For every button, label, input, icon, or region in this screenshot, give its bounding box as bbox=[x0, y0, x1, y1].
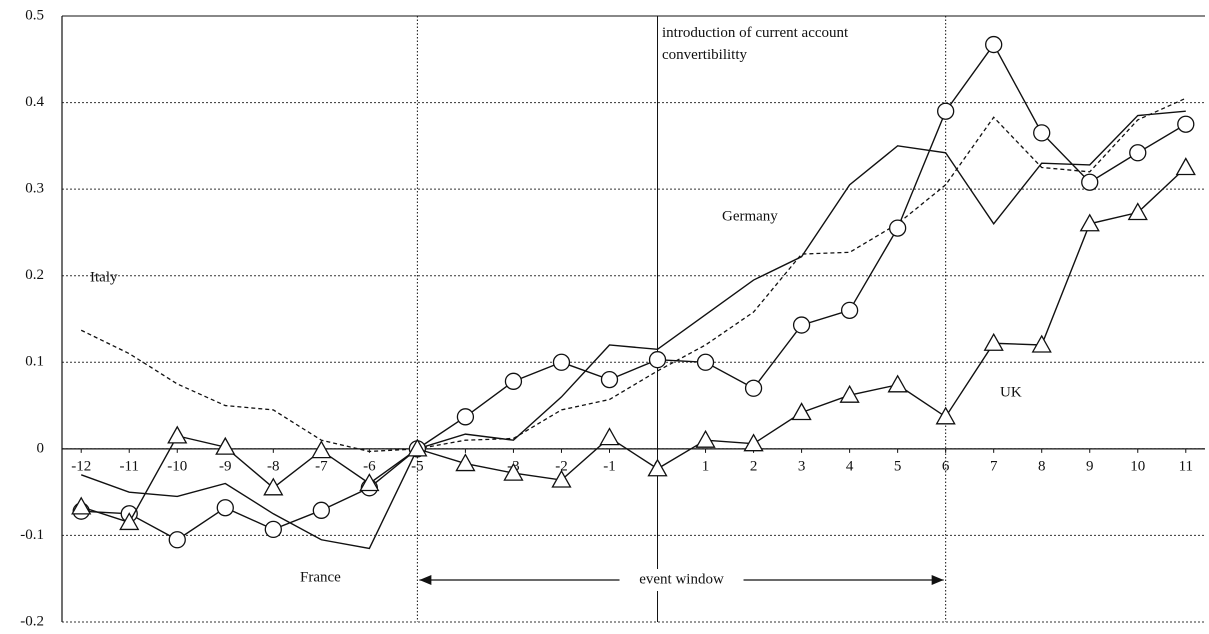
x-tick-label: -12 bbox=[71, 458, 91, 474]
circle-marker bbox=[696, 353, 715, 371]
x-tick-label: 8 bbox=[1038, 458, 1046, 474]
x-tick-label: 9 bbox=[1086, 458, 1094, 474]
circle-marker bbox=[312, 501, 330, 519]
y-tick-label: 0.5 bbox=[25, 7, 44, 23]
x-tick-label: 3 bbox=[798, 458, 806, 474]
triangle-marker bbox=[551, 469, 572, 488]
circle-marker bbox=[648, 351, 667, 369]
triangle-marker bbox=[1031, 334, 1052, 353]
x-tick-label: -8 bbox=[267, 458, 280, 474]
series-label: UK bbox=[1000, 384, 1022, 400]
arrow-head bbox=[931, 575, 944, 585]
triangle-marker bbox=[647, 458, 668, 477]
y-tick-label: 0.3 bbox=[25, 181, 44, 197]
circle-marker bbox=[1129, 144, 1147, 162]
circle-marker bbox=[552, 353, 571, 371]
triangle-marker bbox=[791, 402, 812, 421]
series-label: Germany bbox=[722, 208, 778, 224]
x-tick-label: -9 bbox=[219, 458, 232, 474]
triangle-marker bbox=[71, 496, 92, 515]
circle-marker bbox=[1177, 115, 1195, 133]
triangle-marker bbox=[311, 440, 332, 459]
y-tick-label: -0.1 bbox=[20, 527, 44, 543]
circle-marker bbox=[216, 499, 234, 517]
y-tick-label: 0.4 bbox=[25, 94, 44, 110]
x-tick-label: -10 bbox=[167, 458, 187, 474]
triangle-marker bbox=[1127, 202, 1148, 221]
circle-marker bbox=[985, 35, 1003, 54]
triangle-marker bbox=[983, 332, 1004, 351]
arrow-head bbox=[419, 575, 432, 585]
x-tick-label: 4 bbox=[846, 458, 854, 474]
triangle-marker bbox=[1175, 157, 1196, 176]
annotation: introduction of current account converti… bbox=[662, 25, 849, 63]
x-tick-label: -6 bbox=[363, 458, 376, 474]
circle-marker bbox=[1033, 124, 1051, 142]
circle-marker bbox=[792, 316, 811, 334]
x-tick-label: -11 bbox=[120, 458, 139, 474]
x-tick-label: 7 bbox=[990, 458, 998, 474]
circle-marker bbox=[744, 379, 763, 397]
triangle-marker bbox=[359, 473, 380, 492]
triangle-marker bbox=[407, 438, 428, 457]
circle-marker bbox=[168, 531, 186, 549]
triangle-marker bbox=[695, 429, 716, 448]
annotation: event window bbox=[639, 571, 724, 587]
x-tick-label: 10 bbox=[1130, 458, 1145, 474]
triangle-marker bbox=[1079, 213, 1100, 232]
circle-marker bbox=[937, 102, 955, 120]
circle-marker bbox=[888, 219, 907, 237]
series-line bbox=[81, 43, 1187, 541]
x-tick-label: 6 bbox=[942, 458, 950, 474]
triangle-marker bbox=[839, 384, 860, 403]
x-tick-label: 1 bbox=[702, 458, 710, 474]
series-line bbox=[80, 97, 1187, 453]
series-label: Italy bbox=[90, 269, 118, 285]
y-tick-label: 0.1 bbox=[25, 354, 44, 370]
series-label: France bbox=[300, 569, 341, 585]
circle-marker bbox=[600, 370, 619, 389]
x-tick-label: -2 bbox=[555, 458, 568, 474]
triangle-marker bbox=[215, 436, 236, 455]
triangle-marker bbox=[743, 433, 764, 452]
series-line bbox=[80, 110, 1186, 550]
y-tick-label: -0.2 bbox=[20, 613, 44, 629]
label-bg bbox=[619, 569, 744, 591]
x-tick-label: -7 bbox=[315, 458, 328, 474]
x-tick-label: 5 bbox=[894, 458, 902, 474]
circle-marker bbox=[264, 520, 282, 539]
x-tick-label: -5 bbox=[411, 458, 424, 474]
circle-marker bbox=[1081, 173, 1099, 191]
x-tick-label: 2 bbox=[750, 458, 758, 474]
triangle-marker bbox=[935, 406, 956, 425]
triangle-marker bbox=[599, 427, 620, 446]
triangle-marker bbox=[119, 512, 140, 531]
triangle-marker bbox=[887, 374, 908, 393]
circle-marker bbox=[840, 301, 859, 319]
series-line bbox=[80, 166, 1187, 524]
circle-marker bbox=[456, 408, 475, 426]
triangle-marker bbox=[167, 425, 188, 444]
x-tick-label: -1 bbox=[603, 458, 616, 474]
y-tick-label: 0.2 bbox=[25, 267, 44, 283]
triangle-marker bbox=[455, 453, 476, 472]
triangle-marker bbox=[263, 477, 284, 496]
circle-marker bbox=[504, 372, 523, 390]
y-tick-label: 0 bbox=[37, 440, 45, 456]
triangle-marker bbox=[503, 462, 524, 481]
x-tick-label: 11 bbox=[1179, 458, 1193, 474]
